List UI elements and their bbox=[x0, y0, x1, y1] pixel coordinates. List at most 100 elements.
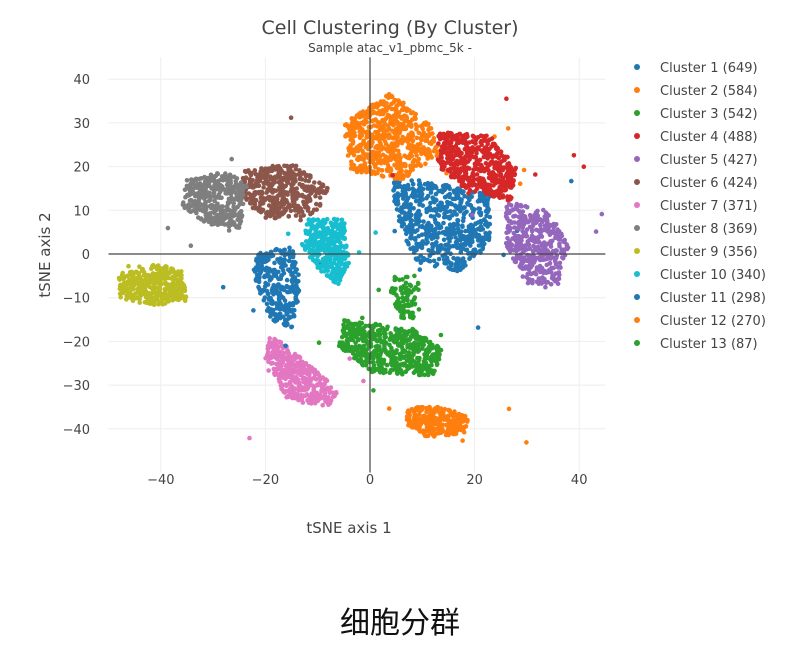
point bbox=[434, 220, 439, 226]
point bbox=[349, 344, 354, 350]
point bbox=[473, 147, 478, 153]
point bbox=[310, 383, 315, 388]
point bbox=[126, 263, 131, 269]
point bbox=[227, 177, 233, 183]
point bbox=[468, 232, 473, 238]
point bbox=[251, 308, 256, 313]
point bbox=[288, 115, 294, 120]
point bbox=[428, 200, 433, 206]
point bbox=[421, 255, 427, 261]
point bbox=[276, 297, 282, 303]
point bbox=[432, 200, 437, 205]
point bbox=[478, 177, 483, 182]
point bbox=[278, 366, 284, 372]
point bbox=[535, 279, 540, 285]
point bbox=[442, 186, 448, 192]
point bbox=[223, 208, 229, 213]
point bbox=[571, 153, 577, 158]
point bbox=[397, 174, 402, 180]
point bbox=[511, 230, 517, 236]
point bbox=[286, 267, 291, 273]
point bbox=[416, 178, 422, 183]
cluster-2-points bbox=[342, 92, 527, 186]
cluster-8-points bbox=[165, 156, 249, 248]
point bbox=[415, 209, 421, 215]
point bbox=[284, 199, 290, 205]
point bbox=[432, 206, 438, 212]
point bbox=[292, 275, 298, 280]
point bbox=[466, 183, 471, 188]
point bbox=[120, 283, 125, 289]
point bbox=[403, 193, 409, 199]
point bbox=[423, 147, 429, 153]
point bbox=[230, 196, 236, 202]
point bbox=[392, 99, 397, 104]
point bbox=[360, 140, 366, 146]
point bbox=[404, 107, 409, 112]
point bbox=[461, 189, 466, 195]
point bbox=[445, 199, 450, 205]
point bbox=[337, 275, 342, 280]
point bbox=[379, 168, 385, 173]
point bbox=[273, 313, 279, 319]
point bbox=[166, 298, 171, 303]
point bbox=[317, 195, 323, 200]
point bbox=[428, 126, 434, 131]
point bbox=[387, 121, 393, 127]
point bbox=[301, 364, 306, 370]
point bbox=[433, 184, 438, 189]
point bbox=[558, 265, 563, 270]
point bbox=[298, 217, 303, 223]
point bbox=[457, 187, 463, 193]
point bbox=[433, 351, 439, 357]
point bbox=[380, 108, 386, 113]
point bbox=[296, 171, 302, 177]
point bbox=[264, 301, 270, 307]
point bbox=[481, 240, 486, 246]
point bbox=[414, 247, 419, 253]
point bbox=[520, 274, 526, 279]
point bbox=[274, 306, 280, 311]
point bbox=[281, 210, 287, 216]
point bbox=[381, 119, 386, 124]
point bbox=[474, 234, 480, 239]
point bbox=[429, 226, 435, 232]
point bbox=[455, 193, 461, 198]
point bbox=[283, 183, 289, 189]
point bbox=[276, 166, 281, 172]
point bbox=[282, 298, 288, 303]
point bbox=[417, 162, 423, 167]
point bbox=[387, 342, 392, 348]
point bbox=[313, 225, 318, 230]
point bbox=[280, 268, 286, 273]
point bbox=[315, 234, 320, 239]
point bbox=[360, 315, 365, 321]
point bbox=[144, 290, 149, 295]
point bbox=[157, 280, 162, 285]
y-tick-label: −20 bbox=[63, 335, 90, 350]
point bbox=[324, 227, 330, 233]
point bbox=[420, 346, 425, 351]
point bbox=[470, 227, 476, 232]
point bbox=[270, 342, 276, 348]
point bbox=[407, 122, 412, 128]
point bbox=[523, 243, 528, 248]
point bbox=[370, 359, 376, 365]
point bbox=[405, 211, 411, 216]
point bbox=[405, 173, 411, 178]
point bbox=[427, 131, 433, 137]
point bbox=[550, 228, 556, 234]
point bbox=[354, 113, 360, 118]
point bbox=[506, 167, 512, 173]
point bbox=[293, 355, 298, 361]
point bbox=[156, 273, 162, 278]
point bbox=[306, 178, 312, 184]
point bbox=[266, 305, 271, 311]
point bbox=[392, 228, 398, 234]
point bbox=[284, 179, 290, 184]
point bbox=[309, 223, 314, 229]
point bbox=[512, 172, 517, 178]
point bbox=[376, 134, 382, 140]
point bbox=[341, 269, 346, 275]
point bbox=[265, 291, 271, 297]
